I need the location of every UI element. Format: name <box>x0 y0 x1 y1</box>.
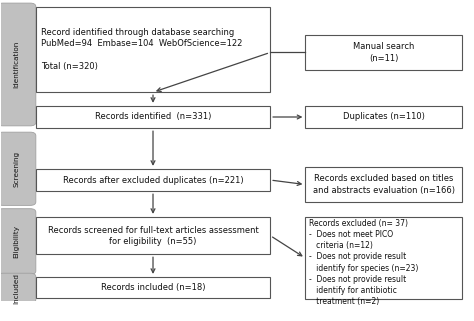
FancyBboxPatch shape <box>0 273 36 303</box>
Text: Records included (n=18): Records included (n=18) <box>101 283 205 292</box>
Bar <box>305 106 462 128</box>
Text: Records excluded (n= 37)
-  Does not meet PICO
   criteria (n=12)
-  Does not pr: Records excluded (n= 37) - Does not meet… <box>309 219 419 306</box>
Text: Records after excluded duplicates (n=221): Records after excluded duplicates (n=221… <box>63 176 243 185</box>
Bar <box>36 106 270 128</box>
Text: Identification: Identification <box>14 41 19 88</box>
Bar <box>305 35 462 70</box>
Bar <box>36 277 270 298</box>
Text: Records screened for full-text articles assessment
for eligibility  (n=55): Records screened for full-text articles … <box>47 226 258 246</box>
Text: Record identified through database searching
PubMed=94  Embase=104  WebOfScience: Record identified through database searc… <box>41 28 243 71</box>
Bar <box>36 169 270 191</box>
Bar <box>36 7 270 92</box>
FancyBboxPatch shape <box>0 3 36 126</box>
Bar <box>305 217 462 299</box>
Text: Manual search
(n=11): Manual search (n=11) <box>353 42 414 63</box>
FancyBboxPatch shape <box>0 209 36 274</box>
Text: Records identified  (n=331): Records identified (n=331) <box>95 112 211 122</box>
Bar <box>305 167 462 202</box>
Text: Included: Included <box>14 273 19 304</box>
Text: Duplicates (n=110): Duplicates (n=110) <box>343 112 425 122</box>
Text: Records excluded based on titles
and abstracts evaluation (n=166): Records excluded based on titles and abs… <box>313 175 455 195</box>
Text: Screening: Screening <box>14 151 19 187</box>
Text: Eligibility: Eligibility <box>14 225 19 258</box>
Bar <box>36 217 270 254</box>
FancyBboxPatch shape <box>0 132 36 205</box>
